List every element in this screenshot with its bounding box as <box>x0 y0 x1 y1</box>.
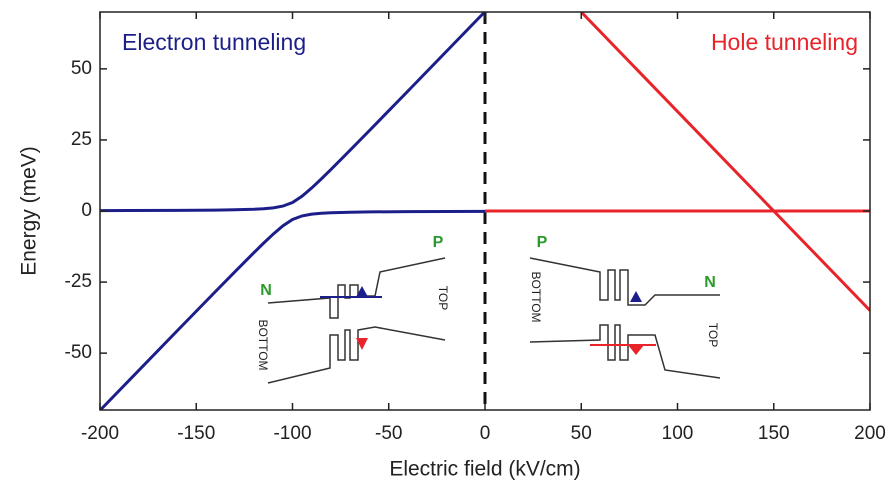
band-edge <box>529 324 721 379</box>
x-tick-label: -200 <box>81 423 119 444</box>
inset-side: TOP <box>436 286 450 310</box>
x-tick-label: -100 <box>273 423 311 444</box>
band-diagram: N P BOTTOM TOP <box>256 234 450 384</box>
x-tick-label: 150 <box>758 423 790 444</box>
inset-label: N <box>704 274 716 291</box>
x-axis-label: Electric field (kV/cm) <box>389 458 580 481</box>
legend-label: Electron tunneling <box>122 29 306 55</box>
band-edge <box>529 257 720 306</box>
y-axis-label: Energy (meV) <box>18 146 41 276</box>
band-edge <box>267 257 446 319</box>
series-line <box>100 209 486 410</box>
inset-side: BOTTOM <box>529 271 543 322</box>
band-diagram: P N BOTTOM TOP <box>529 234 721 379</box>
band-edge <box>267 326 446 384</box>
arrow <box>628 345 644 355</box>
arrow <box>356 286 368 297</box>
inset-label: P <box>433 234 444 251</box>
inset-label: N <box>260 282 272 299</box>
x-tick-label: -150 <box>177 423 215 444</box>
y-tick-label: -25 <box>65 271 92 292</box>
plot-area <box>100 12 870 410</box>
inset-side: BOTTOM <box>256 319 270 370</box>
arrow <box>356 338 368 350</box>
x-tick-label: 100 <box>662 423 694 444</box>
legend-label: Hole tunneling <box>711 29 858 55</box>
x-tick-label: -50 <box>375 423 402 444</box>
y-tick-label: 25 <box>71 129 92 150</box>
inset-label: P <box>537 234 548 251</box>
inset-side: TOP <box>706 323 720 347</box>
arrow <box>630 291 642 302</box>
y-tick-label: -50 <box>65 342 92 363</box>
y-tick-label: 50 <box>71 58 92 79</box>
series-line <box>100 12 487 213</box>
series-line <box>580 12 870 312</box>
y-tick-label: 0 <box>81 200 92 221</box>
x-tick-label: 200 <box>854 423 886 444</box>
x-tick-label: 50 <box>571 423 592 444</box>
x-tick-label: 0 <box>480 423 491 444</box>
